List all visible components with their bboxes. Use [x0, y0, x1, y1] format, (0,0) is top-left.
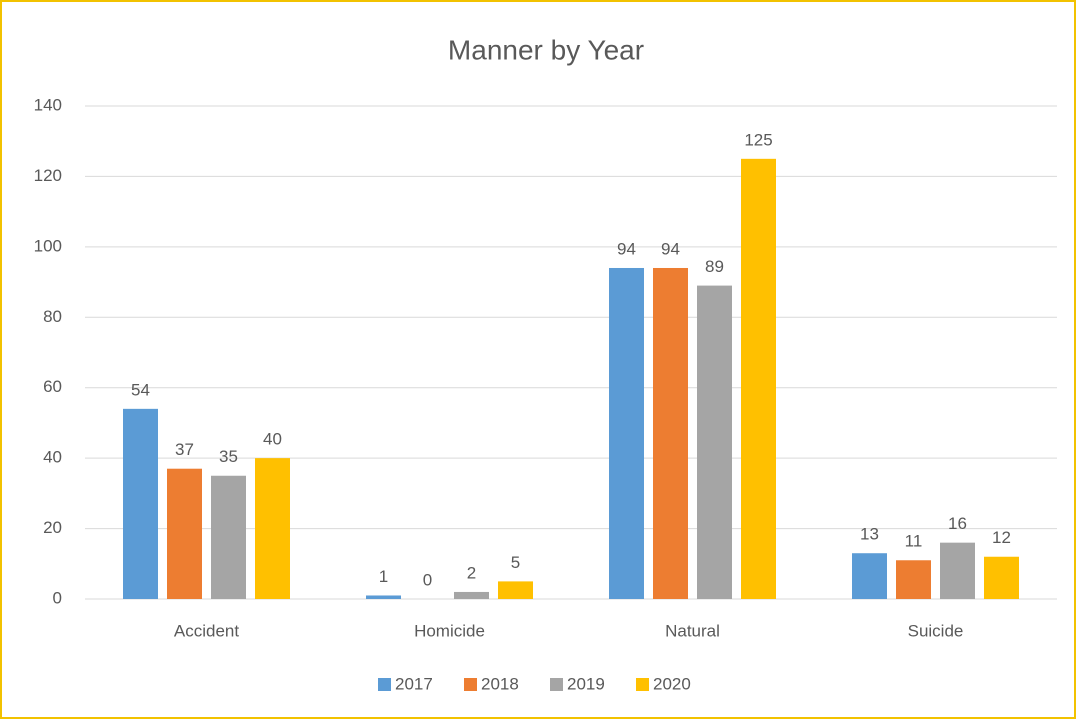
- data-label: 89: [705, 257, 724, 276]
- y-tick-label: 20: [43, 518, 62, 537]
- bar: [167, 468, 202, 599]
- chart-title: Manner by Year: [448, 34, 644, 65]
- data-label: 2: [467, 563, 476, 582]
- data-label: 35: [219, 447, 238, 466]
- y-tick-label: 100: [34, 236, 62, 255]
- bar: [697, 285, 732, 599]
- y-tick-label: 80: [43, 307, 62, 326]
- x-tick-label: Suicide: [908, 621, 964, 640]
- data-label: 94: [661, 239, 680, 258]
- x-tick-label: Accident: [174, 621, 239, 640]
- bar: [609, 267, 644, 599]
- legend-swatch: [636, 678, 649, 691]
- data-label: 54: [131, 380, 150, 399]
- y-tick-label: 120: [34, 166, 62, 185]
- bar: [984, 556, 1019, 599]
- y-tick-label: 40: [43, 448, 62, 467]
- data-label: 5: [511, 553, 520, 572]
- data-label: 12: [992, 528, 1011, 547]
- x-tick-label: Natural: [665, 621, 720, 640]
- bar: [498, 581, 533, 599]
- bar: [741, 158, 776, 600]
- legend-label: 2020: [653, 674, 691, 693]
- legend-swatch: [550, 678, 563, 691]
- y-tick-label: 0: [53, 588, 62, 607]
- data-label: 125: [744, 130, 772, 149]
- legend-label: 2017: [395, 674, 433, 693]
- bar: [366, 595, 401, 599]
- data-label: 37: [175, 440, 194, 459]
- legend-label: 2019: [567, 674, 605, 693]
- y-tick-label: 140: [34, 95, 62, 114]
- data-label: 11: [905, 532, 923, 551]
- legend-swatch: [378, 678, 391, 691]
- data-label: 94: [617, 239, 636, 258]
- data-label: 1: [379, 567, 388, 586]
- bar: [123, 408, 158, 599]
- bar: [940, 542, 975, 599]
- x-tick-label: Homicide: [414, 621, 485, 640]
- bar: [852, 553, 887, 599]
- bar: [653, 267, 688, 599]
- data-label: 40: [263, 430, 282, 449]
- legend-label: 2018: [481, 674, 519, 693]
- bar: [255, 458, 290, 599]
- legend-swatch: [464, 678, 477, 691]
- y-tick-label: 60: [43, 377, 62, 396]
- bar: [211, 475, 246, 599]
- data-label: 16: [948, 514, 967, 533]
- bar: [454, 591, 489, 599]
- data-label: 0: [423, 570, 432, 589]
- data-label: 13: [860, 525, 879, 544]
- bar: [896, 560, 931, 599]
